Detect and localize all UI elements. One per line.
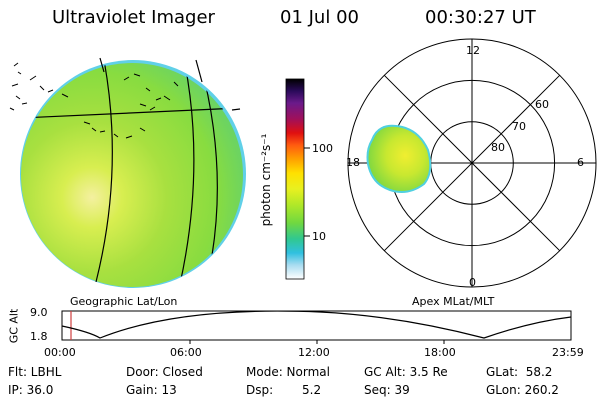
timeline-xtick: 12:00 bbox=[298, 346, 330, 359]
apex-caption: Apex MLat/MLT bbox=[412, 295, 495, 308]
earth-image bbox=[9, 57, 246, 288]
timeline-ylabel: GC Alt bbox=[7, 308, 21, 344]
timeline-xtick: 00:00 bbox=[44, 346, 76, 359]
gcalt-info: GC Alt: 3.5 Re bbox=[364, 365, 448, 379]
flt-info: Flt: LBHL bbox=[8, 365, 62, 379]
instrument-title: Ultraviolet Imager bbox=[52, 7, 215, 28]
coastlines bbox=[9, 62, 179, 139]
time-label: 00:30:27 UT bbox=[425, 7, 536, 28]
timeline-plot bbox=[61, 310, 572, 344]
altitude-curve bbox=[61, 310, 572, 339]
colorbar bbox=[285, 78, 305, 280]
date-label: 01 Jul 00 bbox=[280, 7, 359, 28]
parallel-line bbox=[20, 107, 241, 119]
mlt-label-0: 0 bbox=[469, 276, 476, 289]
mlt-label-6: 6 bbox=[577, 156, 584, 169]
timeline-ytick-top: 9.0 bbox=[30, 306, 48, 319]
timeline-xtick: 18:00 bbox=[424, 346, 456, 359]
polar-plot bbox=[347, 38, 597, 288]
dsp-value: 5.2 bbox=[302, 383, 322, 397]
mlt-label-18: 18 bbox=[346, 156, 360, 169]
mlat-label-80: 80 bbox=[491, 141, 505, 154]
geographic-caption: Geographic Lat/Lon bbox=[70, 295, 178, 308]
mode-info: Mode: Normal bbox=[246, 365, 330, 379]
timeline-ytick-bottom: 1.8 bbox=[30, 330, 48, 343]
meridian-line bbox=[95, 62, 113, 283]
glat-info: GLat: 58.2 bbox=[486, 365, 553, 379]
mlt-label-12: 12 bbox=[466, 44, 480, 57]
glon-info: GLon: 260.2 bbox=[486, 383, 559, 397]
door-info: Door: Closed bbox=[126, 365, 203, 379]
timeline-xtick: 23:59 bbox=[552, 346, 584, 359]
mlat-label-70: 70 bbox=[512, 120, 526, 133]
meridian-line bbox=[179, 63, 195, 285]
dsp-label: Dsp: bbox=[246, 383, 274, 397]
auroral-oval bbox=[366, 124, 432, 193]
colorbar-tick-10: 10 bbox=[312, 230, 326, 243]
gain-info: Gain: 13 bbox=[126, 383, 177, 397]
colorbar-tick-100: 100 bbox=[312, 142, 333, 155]
mlat-label-60: 60 bbox=[535, 98, 549, 111]
timeline-xtick: 06:00 bbox=[170, 346, 202, 359]
colorbar-unit-label: photon cm⁻²s⁻¹ bbox=[259, 133, 273, 227]
seq-info: Seq: 39 bbox=[364, 383, 410, 397]
ip-info: IP: 36.0 bbox=[8, 383, 54, 397]
